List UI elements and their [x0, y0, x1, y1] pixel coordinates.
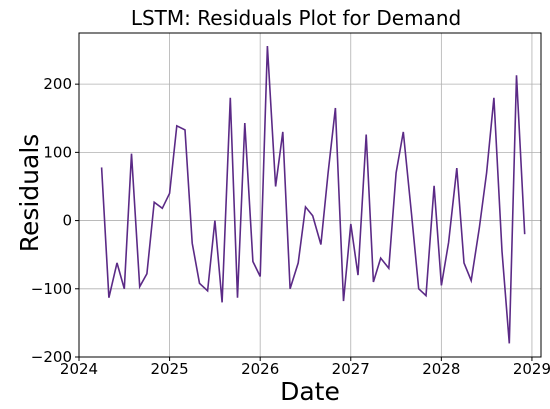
- y-tick-label: 100: [43, 143, 72, 161]
- x-axis-label: Date: [280, 377, 340, 406]
- x-tick-label: 2028: [422, 360, 460, 378]
- plot-area-frame: [78, 32, 542, 358]
- y-tick-label: 200: [43, 75, 72, 93]
- x-tick-label: 2026: [241, 360, 279, 378]
- y-tick-label: −100: [31, 280, 72, 298]
- residuals-series-line: [100, 45, 526, 344]
- grid-lines: [78, 33, 541, 358]
- y-tick-label: 0: [62, 212, 72, 230]
- y-tick-label: −200: [31, 348, 72, 366]
- x-tick-label: 2027: [332, 360, 370, 378]
- chart-title: LSTM: Residuals Plot for Demand: [131, 6, 461, 30]
- x-tick-label: 2024: [60, 360, 98, 378]
- y-axis-label: Residuals: [15, 134, 44, 253]
- x-tick-label: 2029: [513, 360, 550, 378]
- axis-ticks: 2024 2025 2026 2027 2028 2029 200 100 0 −100 −200: [31, 75, 550, 378]
- x-tick-label: 2025: [150, 360, 188, 378]
